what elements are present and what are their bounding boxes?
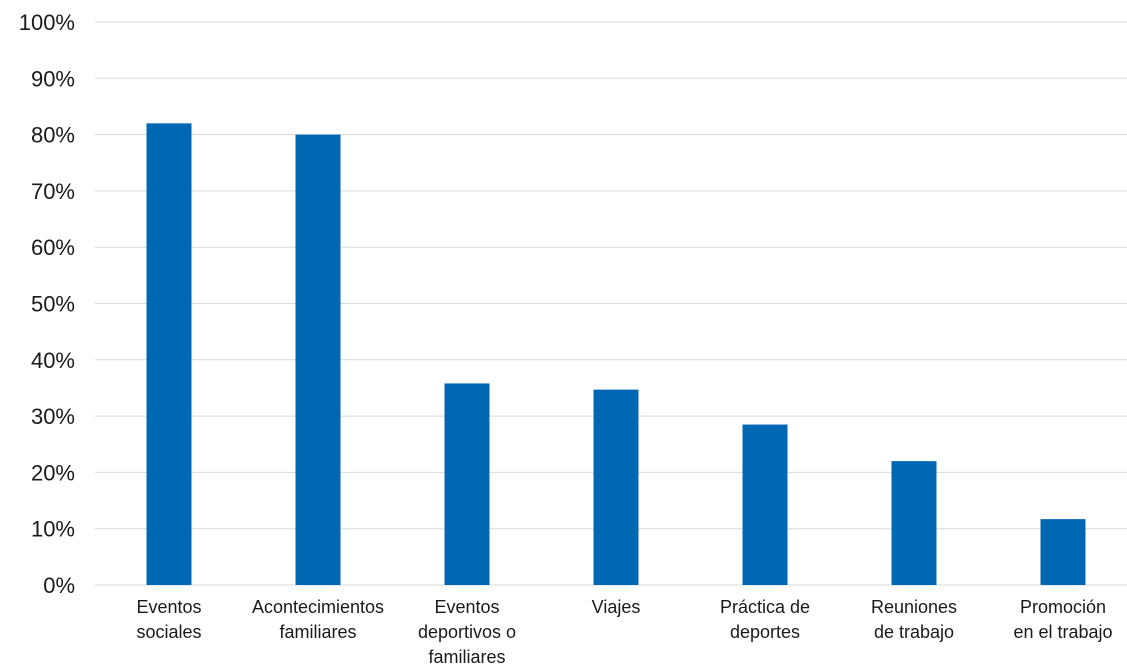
- bar: [295, 134, 341, 585]
- bar: [444, 383, 490, 585]
- y-tick-label: 0%: [43, 573, 75, 598]
- x-tick-label: Práctica de deportes: [720, 597, 810, 642]
- y-tick-label: 90%: [31, 66, 75, 91]
- x-tick-label-line: familiares: [279, 622, 356, 642]
- x-tick-label-line: Eventos: [434, 597, 499, 617]
- y-tick-label: 100%: [19, 10, 75, 35]
- y-axis-tick-labels: 0% 10% 20% 30% 40% 50% 60% 70% 80% 90% 100%: [19, 10, 75, 598]
- x-tick-label-line: familiares: [428, 647, 505, 665]
- x-tick-label-line: deportivos o: [418, 622, 516, 642]
- bars: [146, 123, 1086, 585]
- gridlines: [95, 21, 1127, 586]
- x-tick-label: Eventos deportivos o familiares: [418, 597, 516, 665]
- x-tick-label: Acontecimientos familiares: [252, 597, 384, 642]
- x-tick-label-line: deportes: [730, 622, 800, 642]
- x-tick-label-line: Práctica de: [720, 597, 810, 617]
- y-tick-label: 40%: [31, 348, 75, 373]
- y-tick-label: 80%: [31, 123, 75, 148]
- y-tick-label: 30%: [31, 404, 75, 429]
- bar: [146, 123, 192, 585]
- x-axis-tick-labels: Eventos sociales Acontecimientos familiares…: [136, 597, 1112, 665]
- bar: [891, 461, 937, 585]
- x-tick-label-line: en el trabajo: [1013, 622, 1112, 642]
- y-tick-label: 70%: [31, 179, 75, 204]
- y-tick-label: 20%: [31, 460, 75, 485]
- x-tick-label-line: Eventos: [136, 597, 201, 617]
- bar: [742, 424, 788, 585]
- x-tick-label-line: Acontecimientos: [252, 597, 384, 617]
- y-tick-label: 50%: [31, 292, 75, 317]
- x-tick-label-line: Promoción: [1020, 597, 1106, 617]
- x-tick-label-line: de trabajo: [874, 622, 954, 642]
- x-tick-label-line: Reuniones: [871, 597, 957, 617]
- x-tick-label: Eventos sociales: [136, 597, 201, 642]
- x-tick-label: Viajes: [592, 597, 641, 617]
- x-tick-label-line: sociales: [136, 622, 201, 642]
- y-tick-label: 10%: [31, 517, 75, 542]
- y-tick-label: 60%: [31, 235, 75, 260]
- bar: [1040, 519, 1086, 585]
- x-tick-label: Reuniones de trabajo: [871, 597, 957, 642]
- x-tick-label-line: Viajes: [592, 597, 641, 617]
- x-tick-label: Promoción en el trabajo: [1013, 597, 1112, 642]
- bar: [593, 389, 639, 585]
